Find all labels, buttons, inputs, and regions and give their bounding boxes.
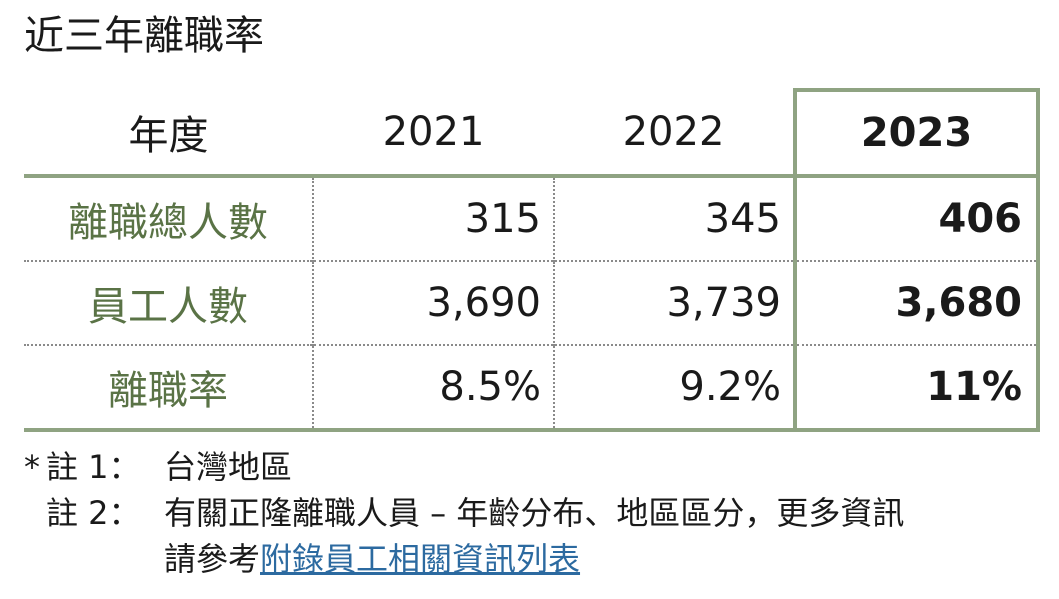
cell-value-highlight: 3,680	[793, 261, 1040, 345]
cell-value-highlight: 11%	[793, 345, 1040, 430]
header-year-label: 年度	[128, 113, 209, 159]
cell-value-highlight: 406	[793, 176, 1040, 261]
cell-value: 3,739	[666, 280, 781, 326]
cell-value: 345	[704, 196, 781, 242]
row-label-total-leavers: 離職總人數	[24, 176, 314, 261]
footnote-1-id: 註 1：	[46, 448, 141, 486]
table-row: 員工人數 3,690 3,739 3,680	[24, 261, 1040, 345]
page-title: 近三年離職率	[24, 13, 264, 59]
footnote-2: 註 2： 有關正隆離職人員 – 年齡分布、地區區分，更多資訊	[24, 490, 1044, 536]
footnote-2-line2: 請參考附錄員工相關資訊列表	[164, 536, 580, 582]
row-label-employee-count: 員工人數	[24, 261, 314, 345]
footnote-1: * 註 1： 台灣地區	[24, 444, 1044, 490]
table-row: 離職總人數 315 345 406	[24, 176, 1040, 261]
header-year-2021: 2021	[382, 109, 485, 155]
table-row: 離職率 8.5% 9.2% 11%	[24, 345, 1040, 430]
cell-value: 8.5%	[313, 345, 555, 430]
footnote-asterisk: *	[24, 448, 40, 486]
appendix-employee-info-link[interactable]: 附錄員工相關資訊列表	[260, 540, 581, 578]
turnover-table: 年度 2021 2022 2023 離職總人數 315 345 406 員工人數…	[24, 88, 1040, 432]
header-year-2023: 2023	[793, 88, 1040, 176]
header-year-2022: 2022	[622, 109, 725, 155]
footnote-2-prefix: 請參考	[164, 540, 261, 578]
footnote-2-continued: 請參考附錄員工相關資訊列表	[24, 536, 1044, 582]
row-label-turnover-rate: 離職率	[24, 345, 314, 430]
table-header-row: 年度 2021 2022 2023	[24, 88, 1040, 176]
footnote-1-text: 台灣地區	[164, 448, 293, 486]
cell-value: 3,690	[313, 261, 555, 345]
footnote-2-id: 註 2：	[46, 494, 141, 532]
cell-value: 9.2%	[679, 364, 781, 410]
cell-value: 315	[313, 176, 555, 261]
footnotes: * 註 1： 台灣地區 註 2： 有關正隆離職人員 – 年齡分布、地區區分，更多…	[24, 444, 1044, 582]
footnote-2-text: 有關正隆離職人員 – 年齡分布、地區區分，更多資訊	[164, 494, 905, 532]
